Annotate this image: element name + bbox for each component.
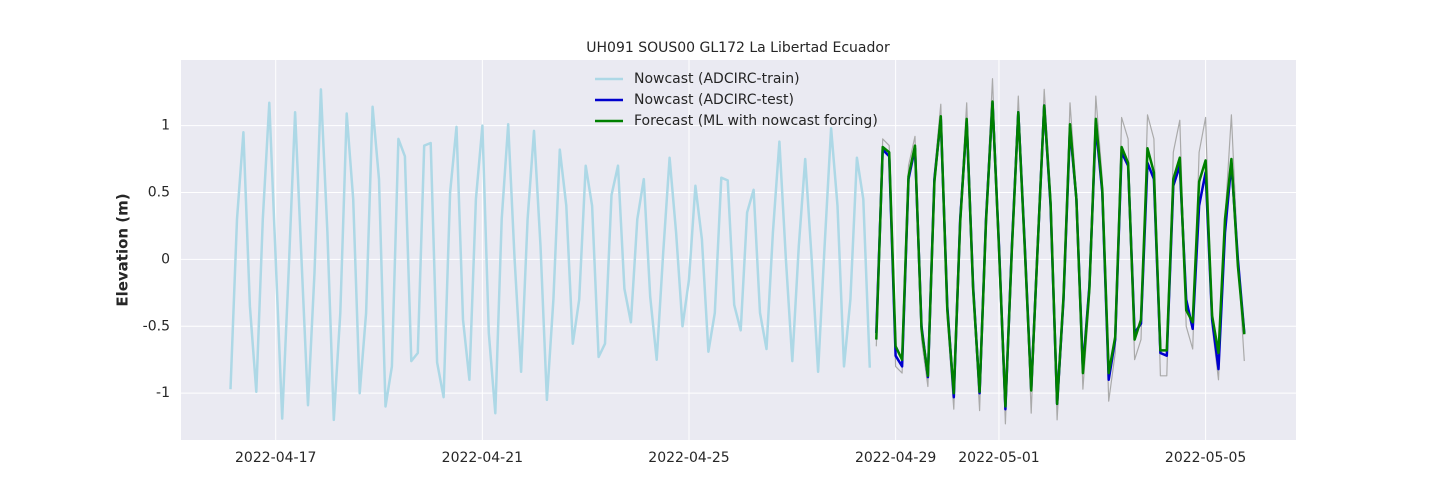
x-tick-label: 2022-04-21 bbox=[442, 450, 523, 466]
x-tick-label: 2022-05-05 bbox=[1165, 450, 1246, 466]
series-line bbox=[229, 88, 872, 422]
x-tick-label: 2022-04-29 bbox=[855, 450, 936, 466]
legend-label: Nowcast (ADCIRC-train) bbox=[634, 71, 800, 87]
y-tick-label: 0.5 bbox=[148, 184, 170, 200]
y-tick-label: 0 bbox=[161, 251, 170, 267]
chart-title: UH091 SOUS00 GL172 La Libertad Ecuador bbox=[586, 40, 890, 56]
y-axis-label: Elevation (m) bbox=[114, 193, 132, 306]
series-line bbox=[875, 100, 1246, 408]
y-tick-label: -0.5 bbox=[143, 318, 170, 334]
y-tick-label: -1 bbox=[156, 385, 170, 401]
legend-label: Forecast (ML with nowcast forcing) bbox=[634, 113, 878, 129]
legend-label: Nowcast (ADCIRC-test) bbox=[634, 92, 794, 108]
x-tick-label: 2022-05-01 bbox=[958, 450, 1039, 466]
y-tick-label: 1 bbox=[161, 118, 170, 134]
x-tick-label: 2022-04-17 bbox=[235, 450, 316, 466]
x-tick-label: 2022-04-25 bbox=[648, 450, 729, 466]
